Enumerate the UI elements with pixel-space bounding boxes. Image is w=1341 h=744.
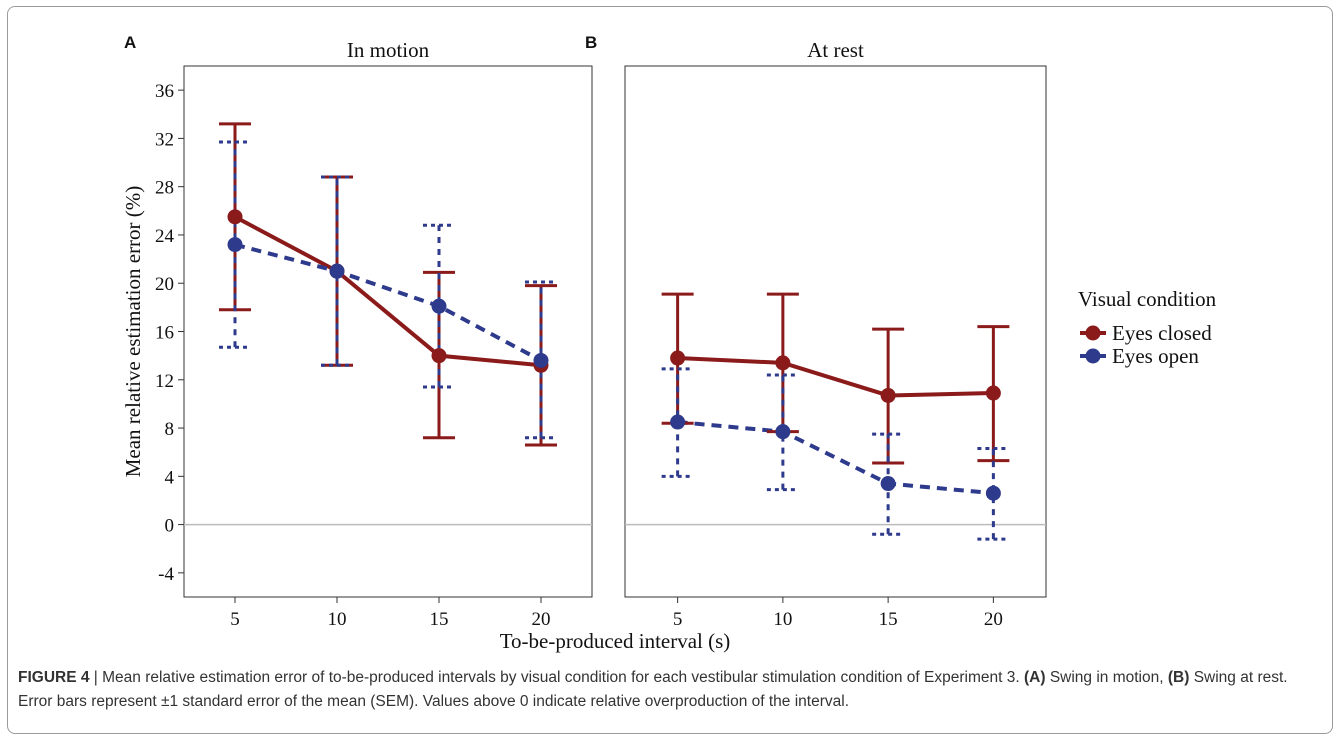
data-point-eyes-closed [227,209,243,225]
data-point-eyes-closed [670,350,686,366]
y-tick-label: 0 [165,516,175,537]
series-line-eyes-closed [234,215,542,368]
y-tick-label: 20 [155,274,174,295]
chart: A In motion 5 10 15 20 B At rest 5 10 15 20 -4 0 4 8 12 1… [121,33,1217,653]
y-tick-label: 16 [155,323,174,344]
data-point-eyes-closed [431,348,447,364]
x-tick-label: 20 [532,609,551,630]
data-point-eyes-closed [775,355,791,371]
caption-figure-label: FIGURE 4 [18,669,90,686]
data-point-eyes-open [329,263,345,279]
data-point-eyes-open [533,352,549,368]
legend-marker [1085,348,1101,364]
caption-label-a: (A) [1023,669,1046,686]
x-tick-label: 5 [673,609,683,630]
series-line-eyes-closed [677,356,994,398]
data-point-eyes-closed [985,385,1001,401]
y-tick-label: 28 [155,178,174,199]
caption-text-3: Swing at rest. Error bars represent ±1 s… [18,669,1288,710]
legend-marker [1085,325,1101,341]
data-point-eyes-open [431,298,447,314]
x-tick-label: 10 [328,609,347,630]
panel-frame-b [624,65,1047,598]
panel-title: At rest [807,38,864,62]
y-tick-label: 12 [155,371,174,392]
caption-text-1: Mean relative estimation error of to-be-… [102,669,1024,686]
series-line-eyes-open [234,242,542,363]
y-axis-label: Mean relative estimation error (%) [121,186,145,478]
y-tick-label: 4 [165,467,175,488]
y-tick-label: 8 [165,419,175,440]
panel-frame-a [183,65,593,598]
x-axis-label: To-be-produced interval (s) [500,629,731,653]
y-tick-label: 36 [155,81,174,102]
data-point-eyes-open [880,476,896,492]
caption-text-2: Swing in motion, [1045,669,1168,686]
x-tick-label: 15 [430,609,449,630]
x-tick-label: 20 [984,609,1003,630]
x-tick-label: 15 [879,609,898,630]
panel-letter-b: B [585,33,597,52]
x-tick-label: 10 [773,609,792,630]
legend-label: Eyes closed [1112,321,1212,345]
series-line-eyes-open [677,420,994,496]
panel-title: In motion [347,38,430,62]
y-tick-label: -4 [158,564,174,585]
data-point-eyes-open [227,237,243,253]
data-point-eyes-open [985,485,1001,501]
caption-label-b: (B) [1167,669,1190,686]
y-tick-label: 32 [155,129,174,150]
legend-title: Visual condition [1078,287,1217,311]
legend-label: Eyes open [1112,344,1199,368]
x-tick-label: 5 [230,609,240,630]
y-tick-label: 24 [155,226,175,247]
data-point-eyes-open [775,424,791,440]
figure-frame [7,6,1333,734]
caption-separator: | [89,669,103,686]
data-point-eyes-open [670,414,686,430]
data-point-eyes-closed [880,387,896,403]
figure-caption: FIGURE 4 | Mean relative estimation erro… [18,666,1318,714]
panel-letter-a: A [124,33,136,52]
